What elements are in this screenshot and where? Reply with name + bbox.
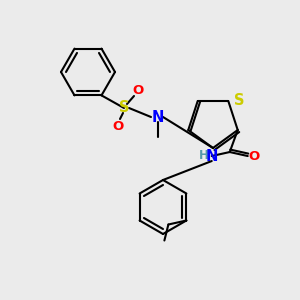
Text: O: O <box>248 149 260 163</box>
Text: O: O <box>112 119 124 133</box>
Text: O: O <box>132 83 144 97</box>
Text: S: S <box>234 94 245 109</box>
Text: S: S <box>119 100 129 116</box>
Text: N: N <box>152 110 164 124</box>
Text: H: H <box>199 148 209 161</box>
Text: N: N <box>206 148 218 164</box>
